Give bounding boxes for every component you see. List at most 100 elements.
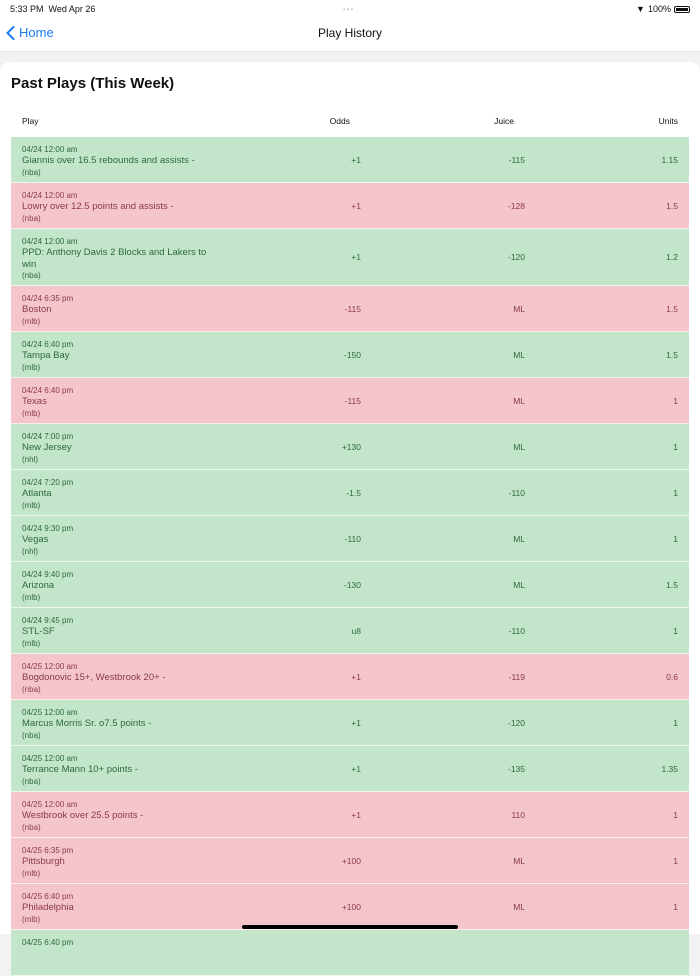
units-cell: 1 bbox=[673, 901, 678, 912]
status-bar: 5:33 PM Wed Apr 26 ▼ 100% bbox=[0, 0, 700, 18]
table-row[interactable]: 04/24 9:45 pm STL-SF (mlb) u8 -110 1 bbox=[11, 608, 689, 654]
play-cell: 04/24 12:00 am PPD: Anthony Davis 2 Block… bbox=[22, 236, 222, 281]
play-time: 04/25 12:00 am bbox=[22, 708, 78, 717]
play-cell: 04/25 6:40 pm Philadelphia (mlb) bbox=[22, 891, 222, 925]
odds-cell: +1 bbox=[351, 154, 361, 165]
juice-cell: -110 bbox=[508, 625, 525, 636]
play-time: 04/25 6:35 pm bbox=[22, 846, 74, 855]
table-row[interactable]: 04/25 12:00 am Westbrook over 25.5 points… bbox=[11, 792, 689, 838]
page-title: Play History bbox=[317, 26, 382, 40]
units-cell: 1 bbox=[673, 717, 678, 728]
play-league: (nhl) bbox=[22, 454, 39, 464]
odds-cell: -130 bbox=[343, 579, 361, 590]
units-cell: 1.15 bbox=[661, 154, 678, 165]
play-cell: 04/24 12:00 am Giannis over 16.5 rebounds… bbox=[22, 144, 222, 178]
odds-cell: +130 bbox=[341, 441, 361, 452]
units-cell: 1 bbox=[673, 855, 678, 866]
table-row[interactable]: 04/25 12:00 am Bogdonovic 15+, Westbrook … bbox=[11, 654, 689, 700]
play-league: (nba) bbox=[22, 730, 41, 740]
units-cell: 1 bbox=[673, 625, 678, 636]
juice-cell: -110 bbox=[508, 487, 525, 498]
juice-cell: ML bbox=[513, 395, 525, 406]
play-description: Bogdonovic 15+, Westbrook 20+ - bbox=[22, 672, 166, 683]
status-time: 5:33 PM Wed Apr 26 bbox=[10, 4, 96, 14]
play-description: Westbrook over 25.5 points - bbox=[22, 810, 144, 821]
table-row[interactable]: 04/25 6:40 pm bbox=[11, 930, 689, 976]
juice-cell: -120 bbox=[507, 717, 525, 728]
juice-cell: ML bbox=[513, 901, 525, 912]
table-row[interactable]: 04/24 7:20 pm Atlanta (mlb) -1.5 -110 1 bbox=[11, 470, 689, 516]
home-indicator[interactable] bbox=[242, 925, 458, 929]
play-time: 04/24 9:30 pm bbox=[22, 524, 74, 533]
play-time: 04/25 12:00 am bbox=[22, 800, 78, 809]
header-odds: Odds bbox=[329, 116, 350, 126]
play-time: 04/24 12:00 am bbox=[22, 191, 78, 200]
play-time: 04/24 12:00 am bbox=[22, 145, 78, 154]
plays-card: Past Plays (This Week) Play Odds Juice U… bbox=[0, 62, 700, 976]
play-league: (nba) bbox=[22, 271, 41, 280]
juice-cell: -119 bbox=[508, 671, 525, 682]
play-description: Pittsburgh bbox=[22, 856, 65, 867]
play-description: Texas bbox=[22, 396, 47, 407]
juice-cell: -128 bbox=[507, 200, 525, 211]
play-league: (mlb) bbox=[22, 638, 41, 648]
table-row[interactable]: 04/24 12:00 am Lowry over 12.5 points and… bbox=[11, 183, 689, 229]
juice-cell: ML bbox=[513, 349, 525, 360]
multitasking-dots-icon[interactable]: ••• bbox=[343, 5, 355, 14]
table-row[interactable]: 04/24 9:40 pm Arizona (mlb) -130 ML 1.5 bbox=[11, 562, 689, 608]
play-time: 04/24 9:45 pm bbox=[22, 616, 74, 625]
odds-cell: +1 bbox=[351, 671, 361, 682]
table-row[interactable]: 04/24 12:00 am PPD: Anthony Davis 2 Block… bbox=[11, 229, 689, 286]
odds-cell: +1 bbox=[351, 717, 361, 728]
play-cell: 04/24 6:40 pm Tampa Bay (mlb) bbox=[22, 339, 222, 373]
play-league: (mlb) bbox=[22, 362, 41, 372]
table-row[interactable]: 04/24 6:40 pm Texas (mlb) -115 ML 1 bbox=[11, 378, 689, 424]
back-label: Home bbox=[19, 25, 54, 40]
units-cell: 1.5 bbox=[666, 303, 678, 314]
play-league: (mlb) bbox=[22, 408, 41, 418]
play-time: 04/24 9:40 pm bbox=[22, 570, 74, 579]
play-league: (mlb) bbox=[22, 316, 41, 326]
odds-cell: u8 bbox=[351, 625, 361, 636]
play-time: 04/25 6:40 pm bbox=[22, 938, 74, 947]
play-time: 04/25 12:00 am bbox=[22, 662, 78, 671]
back-button[interactable]: Home bbox=[6, 25, 54, 40]
table-row[interactable]: 04/24 6:35 pm Boston (mlb) -115 ML 1.5 bbox=[11, 286, 689, 332]
units-cell: 1 bbox=[673, 441, 678, 452]
section-title: Past Plays (This Week) bbox=[11, 75, 175, 92]
play-description: Marcus Morris Sr. o7.5 points - bbox=[22, 718, 152, 729]
juice-cell: -135 bbox=[507, 763, 525, 774]
table-row[interactable]: 04/25 12:00 am Terrance Mann 10+ points -… bbox=[11, 746, 689, 792]
odds-cell: -115 bbox=[344, 395, 361, 406]
table-row[interactable]: 04/25 6:40 pm Philadelphia (mlb) +100 ML 1 bbox=[11, 884, 689, 930]
play-description: Lowry over 12.5 points and assists - bbox=[22, 201, 174, 212]
table-row[interactable]: 04/25 6:35 pm Pittsburgh (mlb) +100 ML 1 bbox=[11, 838, 689, 884]
table-row[interactable]: 04/24 9:30 pm Vegas (nhl) -110 ML 1 bbox=[11, 516, 689, 562]
play-cell: 04/25 6:40 pm bbox=[22, 937, 222, 948]
table-row[interactable]: 04/24 7:00 pm New Jersey (nhl) +130 ML 1 bbox=[11, 424, 689, 470]
play-league: (nhl) bbox=[22, 546, 39, 556]
juice-cell: ML bbox=[513, 441, 525, 452]
odds-cell: +1 bbox=[351, 200, 361, 211]
play-cell: 04/24 12:00 am Lowry over 12.5 points and… bbox=[22, 190, 222, 224]
units-cell: 1 bbox=[673, 487, 678, 498]
play-description: Vegas bbox=[22, 534, 49, 545]
table-row[interactable]: 04/24 12:00 am Giannis over 16.5 rebounds… bbox=[11, 137, 689, 183]
play-description: New Jersey bbox=[22, 442, 72, 453]
play-league: (nba) bbox=[22, 213, 41, 223]
table-row[interactable]: 04/24 6:40 pm Tampa Bay (mlb) -150 ML 1.5 bbox=[11, 332, 689, 378]
play-league: (mlb) bbox=[22, 914, 41, 924]
play-cell: 04/24 7:20 pm Atlanta (mlb) bbox=[22, 477, 222, 511]
juice-cell: 110 bbox=[511, 809, 525, 820]
units-cell: 1.5 bbox=[666, 200, 678, 211]
play-description: Giannis over 16.5 rebounds and assists - bbox=[22, 155, 195, 166]
odds-cell: +1 bbox=[351, 763, 361, 774]
play-description: Boston bbox=[22, 304, 52, 315]
juice-cell: -120 bbox=[507, 252, 525, 262]
units-cell: 1 bbox=[673, 533, 678, 544]
navigation-bar: Home Play History bbox=[0, 18, 700, 52]
table-row[interactable]: 04/25 12:00 am Marcus Morris Sr. o7.5 poi… bbox=[11, 700, 689, 746]
juice-cell: ML bbox=[513, 855, 525, 866]
play-time: 04/24 6:40 pm bbox=[22, 386, 74, 395]
play-description: Philadelphia bbox=[22, 902, 74, 913]
